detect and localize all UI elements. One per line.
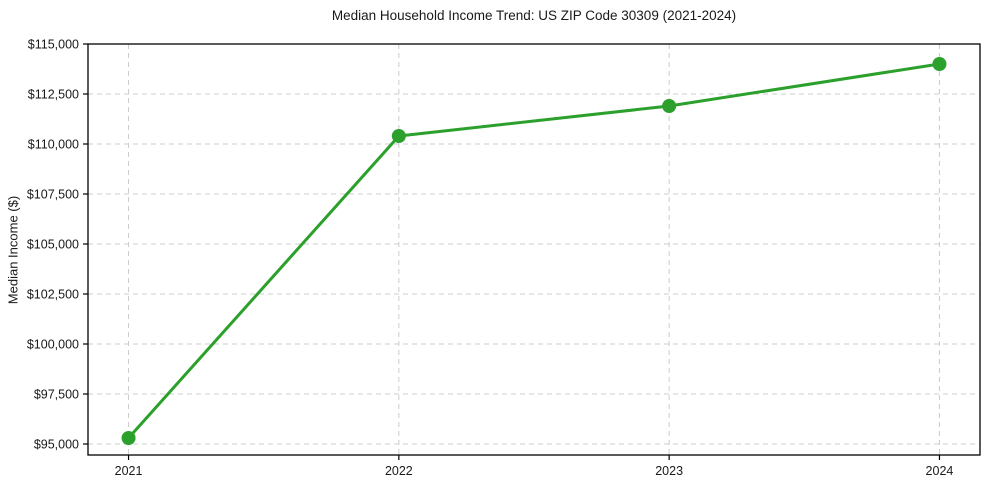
chart-title: Median Household Income Trend: US ZIP Co… [331, 8, 737, 23]
y-tick-label: $115,000 [28, 37, 79, 51]
data-point [662, 99, 677, 113]
y-tick-label: $100,000 [27, 337, 79, 351]
y-tick-label: $102,500 [27, 287, 79, 301]
y-tick-label: $107,500 [27, 187, 79, 201]
x-tick-label: 2022 [385, 464, 413, 478]
y-tick-label: $95,000 [34, 437, 79, 451]
plot-frame [87, 43, 981, 456]
trend-line [127, 62, 941, 440]
y-tick-label: $105,000 [27, 237, 79, 251]
y-tick-label: $112,500 [28, 87, 79, 101]
y-tick-label: $97,500 [34, 387, 79, 401]
y-axis-label: Median Income ($) [5, 195, 21, 305]
x-tick-label: 2024 [926, 464, 954, 478]
data-point [932, 57, 947, 71]
y-tick-label: $110,000 [28, 137, 79, 151]
x-tick-label: 2023 [655, 464, 683, 478]
x-tick-label: 2021 [115, 464, 143, 478]
data-point [391, 129, 406, 143]
data-point [121, 431, 136, 445]
